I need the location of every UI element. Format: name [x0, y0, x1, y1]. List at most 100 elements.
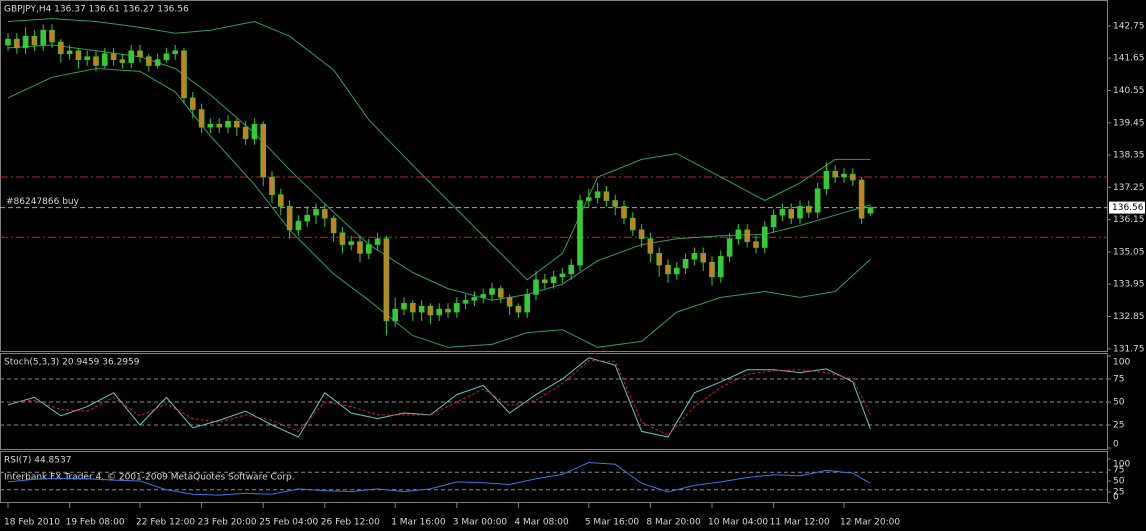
candle-body	[313, 209, 319, 216]
candle-body	[146, 56, 152, 66]
x-tick-label: 25 Feb 04:00	[259, 518, 318, 528]
candle-body	[225, 120, 231, 128]
footer: Interbank FX Trader 4, © 2001-2009 MetaQ…	[4, 473, 295, 483]
candle-body	[84, 56, 91, 60]
y-tick-label: 0	[1113, 493, 1119, 503]
stoch-title: Stoch(5,3,3) 20.9459 36.2959	[4, 358, 140, 368]
candle-body	[181, 50, 187, 99]
x-tick-label: 11 Mar 12:00	[770, 518, 830, 528]
y-tick-label: 25	[1113, 488, 1124, 498]
rsi-panel	[0, 451, 1108, 503]
candle-body	[93, 56, 99, 66]
y-tick-label: 25	[1113, 421, 1124, 431]
candle-body	[163, 53, 170, 60]
x-tick-label: 22 Feb 12:00	[136, 518, 195, 528]
candle-body	[190, 97, 196, 110]
candle-body	[691, 253, 698, 260]
candle-body	[814, 188, 821, 213]
candle-body	[172, 50, 179, 55]
x-tick-label: 12 Mar 20:00	[840, 518, 900, 528]
candle-body	[14, 38, 20, 49]
x-tick-label: 10 Mar 04:00	[708, 518, 768, 528]
candle-body	[58, 41, 64, 55]
y-tick-label: 100	[1113, 358, 1130, 368]
price-box	[1109, 201, 1145, 214]
x-tick-label: 4 Mar 08:00	[514, 518, 569, 528]
candle-body	[630, 217, 636, 231]
x-tick-label: 3 Mar 00:00	[453, 518, 508, 528]
candle-body	[665, 264, 671, 275]
candle-body	[436, 308, 443, 316]
candle-body	[524, 294, 531, 313]
y-tick-label: 50	[1113, 398, 1125, 408]
candle-body	[621, 206, 627, 219]
indicator-line	[7, 357, 871, 438]
candle-body	[744, 229, 751, 242]
y-tick-label: 135.05	[1113, 247, 1145, 257]
candle-body	[110, 53, 117, 60]
x-tick-label: 5 Mar 16:00	[585, 518, 640, 528]
y-tick-label: 131.75	[1113, 344, 1145, 354]
candle-body	[128, 50, 135, 63]
candle-body	[286, 206, 293, 231]
candle-body	[850, 173, 856, 181]
candle-body	[726, 238, 733, 257]
bollinger-lower	[7, 67, 871, 348]
candle-body	[410, 302, 416, 313]
candle-body	[102, 53, 108, 66]
indicator-line	[7, 461, 871, 496]
indicator-line	[7, 360, 871, 436]
x-tick-label: 23 Feb 20:00	[198, 518, 257, 528]
candle-body	[700, 253, 707, 263]
candle-body	[216, 123, 223, 128]
y-tick-label: 139.45	[1113, 118, 1145, 128]
candle-body	[762, 226, 768, 248]
x-tick-label: 1 Mar 16:00	[391, 518, 446, 528]
y-tick-label: 141.65	[1113, 54, 1145, 64]
x-tick-label: 8 Mar 20:00	[646, 518, 701, 528]
candle-body	[550, 276, 557, 284]
candle-body	[5, 38, 11, 46]
candle-body	[674, 267, 680, 275]
candle-body	[489, 288, 495, 295]
y-tick-label: 100	[1113, 460, 1130, 470]
candle-body	[638, 229, 645, 239]
candle-body	[586, 197, 592, 201]
candle-body	[542, 279, 548, 284]
candle-body	[498, 288, 504, 298]
candle-body	[656, 253, 663, 266]
main-panel	[0, 0, 1108, 352]
candle-body	[49, 29, 55, 43]
candle-body	[269, 176, 275, 195]
y-tick-label: 0	[1113, 440, 1119, 450]
candle-body	[533, 279, 539, 295]
candle-body	[374, 238, 381, 245]
candle-body	[119, 59, 126, 63]
price-label: 136.56	[1112, 203, 1144, 213]
candle-body	[234, 120, 240, 128]
candle-body	[348, 241, 355, 245]
candle-body	[330, 217, 337, 234]
candle-body	[806, 206, 812, 213]
candle-body	[577, 200, 583, 266]
y-tick-label: 50	[1113, 477, 1125, 487]
candle-body	[612, 200, 619, 207]
candle-body	[251, 123, 258, 140]
candle-body	[454, 302, 460, 313]
candle-body	[383, 238, 390, 322]
candle-body	[418, 305, 425, 313]
candle-body	[40, 29, 47, 46]
y-tick-label: 133.95	[1113, 280, 1145, 290]
candle-body	[718, 256, 724, 278]
candle-body	[515, 305, 522, 313]
y-tick-label: 75	[1113, 466, 1124, 476]
bollinger-middle	[7, 44, 871, 301]
y-tick-label: 138.35	[1113, 151, 1145, 161]
candle-body	[260, 123, 267, 178]
candle-body	[401, 302, 407, 310]
y-tick-label: 142.75	[1113, 21, 1145, 31]
candle-body	[75, 50, 82, 60]
candle-body	[603, 191, 610, 201]
